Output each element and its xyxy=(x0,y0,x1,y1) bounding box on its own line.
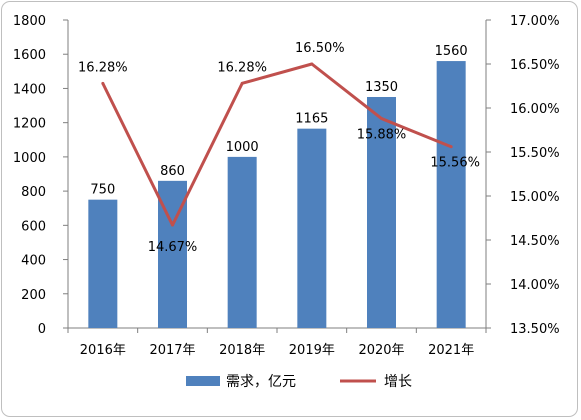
line-group xyxy=(101,62,453,227)
bar xyxy=(436,61,466,329)
growth-line xyxy=(101,62,452,227)
left-tick-label: 400 xyxy=(21,254,46,269)
bars-group xyxy=(88,61,466,329)
x-tick-label: 2018年 xyxy=(219,343,265,358)
growth-value-label: 14.67% xyxy=(148,240,198,255)
legend-bar-label: 需求，亿元 xyxy=(226,374,296,390)
right-tick-label: 17.00% xyxy=(510,14,560,29)
x-tick-label: 2016年 xyxy=(80,343,126,358)
legend-bar-swatch xyxy=(186,376,220,386)
legend-line-label: 增长 xyxy=(384,374,412,390)
right-tick-label: 14.00% xyxy=(510,278,560,293)
growth-point xyxy=(449,145,453,149)
bar-value-label: 1560 xyxy=(435,44,468,59)
left-tick-label: 1200 xyxy=(13,117,46,132)
bar-value-label: 1165 xyxy=(295,112,328,127)
right-tick-label: 15.00% xyxy=(510,190,560,205)
data-labels-group: 750 860 1000 1165 1350 1560 16.28% 14.67% 16.28%… xyxy=(78,41,480,255)
bar xyxy=(227,156,257,328)
bar xyxy=(297,128,327,328)
growth-point xyxy=(171,223,174,227)
axes-group: 0 200 400 600 800 1000 1200 1400 1600 1800 13.50% 1… xyxy=(13,14,560,358)
growth-value-label: 16.28% xyxy=(217,60,267,75)
bar-value-label: 1000 xyxy=(226,140,259,155)
left-tick-label: 1600 xyxy=(13,48,46,63)
bar xyxy=(88,199,118,328)
x-tick-label: 2020年 xyxy=(358,343,404,358)
left-tick-label: 0 xyxy=(38,322,46,337)
right-tick-label: 15.50% xyxy=(510,146,560,161)
bar-value-label: 1350 xyxy=(365,80,398,95)
legend: 需求，亿元 增长 xyxy=(186,374,412,390)
right-tick-label: 13.50% xyxy=(510,322,560,337)
left-tick-label: 800 xyxy=(21,185,46,200)
growth-value-label: 15.88% xyxy=(357,128,407,143)
bar xyxy=(367,97,396,328)
growth-point xyxy=(240,81,244,85)
right-tick-label: 14.50% xyxy=(510,234,560,249)
bar-value-label: 750 xyxy=(90,183,115,198)
growth-value-label: 16.50% xyxy=(295,41,345,56)
bar-value-label: 860 xyxy=(160,164,185,179)
left-tick-label: 1400 xyxy=(13,82,46,97)
left-tick-label: 200 xyxy=(21,288,46,303)
x-tick-label: 2019年 xyxy=(289,343,335,358)
growth-point xyxy=(101,81,105,85)
left-tick-label: 1000 xyxy=(13,151,46,166)
growth-value-label: 15.56% xyxy=(430,156,480,171)
left-tick-label: 1800 xyxy=(13,14,46,29)
x-tick-label: 2021年 xyxy=(428,343,474,358)
growth-point xyxy=(380,117,383,121)
growth-value-label: 16.28% xyxy=(78,60,128,75)
left-tick-label: 600 xyxy=(21,219,46,234)
x-tick-label: 2017年 xyxy=(149,343,195,358)
growth-point xyxy=(310,62,314,66)
right-tick-label: 16.00% xyxy=(510,102,560,117)
right-tick-label: 16.50% xyxy=(510,58,560,73)
